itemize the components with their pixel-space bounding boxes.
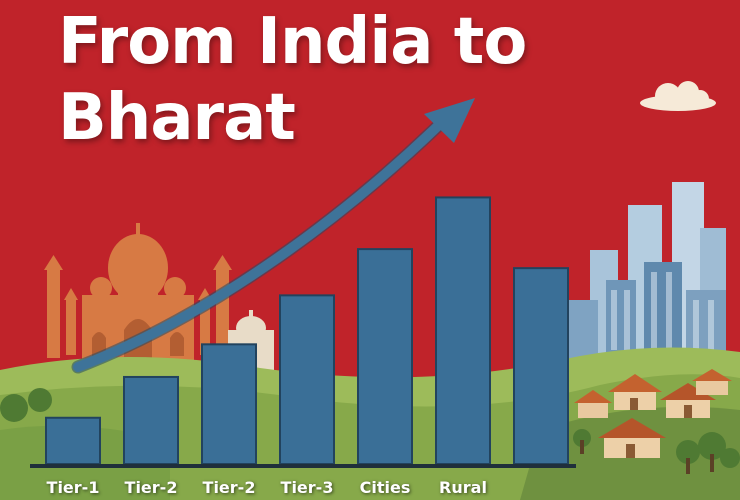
bar-3 (201, 343, 257, 466)
bar-4 (279, 294, 335, 465)
bar-7 (513, 267, 569, 465)
category-label-2: Tier-2 (124, 478, 178, 497)
upward-trend-arrow-icon (71, 98, 475, 374)
title-line-1: From India to (58, 5, 527, 79)
category-label-1: Tier-1 (46, 478, 100, 497)
category-label-6: Rural (439, 478, 487, 497)
skyscrapers-icon (568, 182, 726, 363)
bar-series (45, 196, 569, 466)
category-label-5: Cities (359, 478, 411, 497)
bar-1 (45, 416, 101, 466)
title-line-2: Bharat (58, 81, 296, 155)
bar-6 (435, 196, 491, 465)
cloud-icon (640, 81, 716, 111)
category-label-3: Tier-2 (202, 478, 256, 497)
village-houses-icon (574, 369, 732, 458)
bar-2 (123, 375, 179, 465)
trees-icon (0, 388, 740, 474)
bar-5 (357, 248, 413, 465)
category-label-4: Tier-3 (280, 478, 334, 497)
